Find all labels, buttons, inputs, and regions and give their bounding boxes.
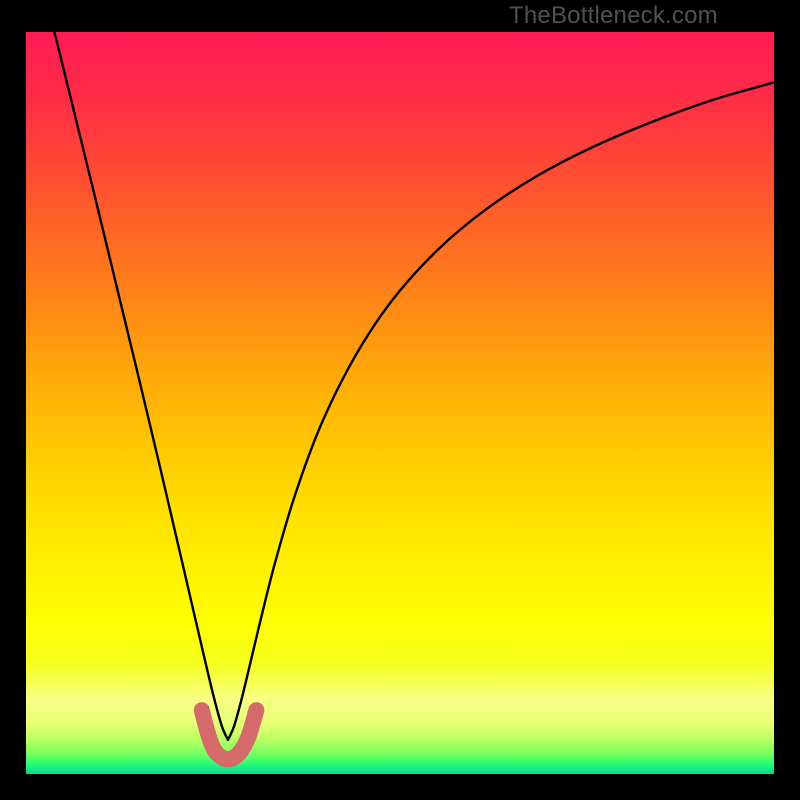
watermark-text: TheBottleneck.com bbox=[509, 2, 718, 30]
valley-highlight-path bbox=[202, 710, 257, 759]
curves-layer bbox=[26, 32, 774, 774]
main-curve-path bbox=[54, 32, 774, 740]
chart-root: TheBottleneck.com bbox=[0, 0, 800, 800]
plot-area bbox=[26, 32, 774, 774]
